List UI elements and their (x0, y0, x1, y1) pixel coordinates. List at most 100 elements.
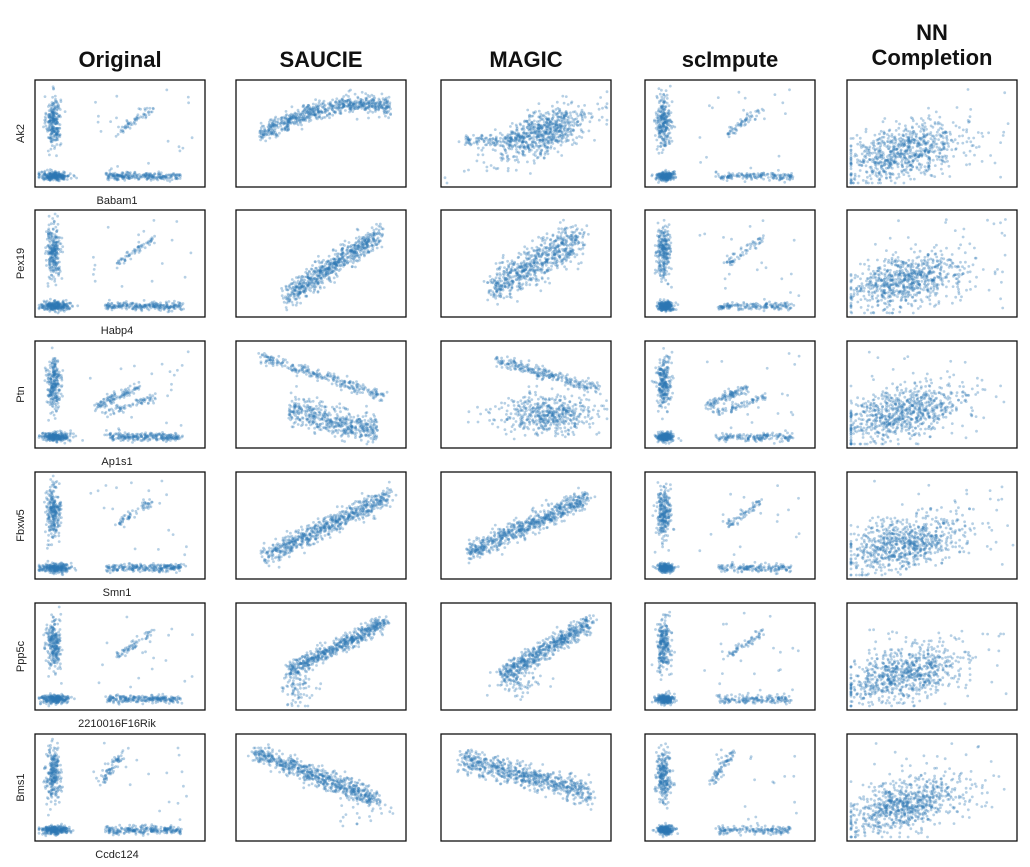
data-point (56, 179, 60, 183)
data-point (295, 120, 298, 124)
data-point (767, 176, 770, 179)
data-point (877, 171, 881, 175)
data-point (542, 120, 546, 124)
data-point (122, 125, 126, 129)
data-point (923, 152, 927, 155)
data-point (51, 129, 55, 133)
data-point (888, 145, 892, 149)
data-point (919, 117, 923, 120)
data-point (49, 119, 53, 122)
data-point (145, 241, 148, 245)
data-point (49, 137, 53, 141)
data-point (512, 155, 516, 158)
data-point (472, 133, 475, 137)
data-point (49, 255, 53, 258)
data-point (913, 131, 916, 135)
data-point (43, 172, 47, 175)
data-point (908, 163, 912, 167)
data-point (893, 181, 897, 185)
data-point (57, 236, 60, 240)
data-point (664, 127, 668, 130)
data-point (316, 117, 319, 121)
data-point (524, 141, 528, 144)
data-point (540, 135, 544, 139)
data-point (895, 147, 899, 151)
data-point (566, 133, 570, 137)
data-point (56, 138, 60, 142)
data-point (308, 113, 311, 117)
data-point (481, 153, 485, 157)
data-point (605, 102, 609, 106)
data-point (894, 129, 898, 132)
data-point (50, 118, 53, 121)
data-point (739, 121, 743, 125)
data-point (935, 154, 938, 158)
panel-r0-c0 (34, 79, 206, 188)
data-point (711, 106, 714, 110)
data-point (867, 181, 870, 185)
data-point (48, 309, 52, 313)
data-point (905, 135, 909, 139)
data-point (372, 99, 376, 103)
data-point (660, 151, 664, 155)
data-point (918, 136, 921, 140)
data-point (60, 277, 64, 280)
data-point (375, 227, 378, 231)
data-point (902, 140, 906, 144)
data-point (48, 119, 52, 123)
data-point (662, 115, 666, 119)
data-point (103, 304, 107, 308)
data-point (748, 118, 752, 122)
data-point (68, 301, 72, 305)
data-point (111, 172, 115, 176)
data-point (864, 156, 868, 160)
data-point (120, 304, 124, 308)
data-point (385, 111, 389, 115)
data-point (670, 100, 674, 104)
data-point (359, 98, 363, 101)
data-point (51, 108, 55, 112)
data-point (665, 122, 668, 125)
data-point (929, 124, 933, 128)
data-point (57, 126, 61, 130)
data-point (137, 240, 141, 244)
data-point (555, 119, 559, 123)
data-point (147, 113, 151, 116)
data-point (666, 114, 670, 118)
data-point (178, 173, 182, 177)
data-point (929, 143, 933, 147)
data-point (849, 148, 853, 152)
data-point (781, 101, 785, 105)
data-point (54, 122, 57, 126)
data-point (52, 107, 56, 111)
data-point (54, 135, 58, 139)
data-point (868, 154, 871, 157)
data-point (664, 118, 667, 121)
data-point (970, 144, 974, 148)
data-point (662, 101, 666, 105)
data-point (893, 135, 897, 139)
data-point (59, 115, 62, 119)
data-point (593, 138, 596, 142)
data-point (541, 138, 545, 142)
data-point (944, 157, 948, 160)
data-point (54, 100, 58, 104)
data-point (937, 128, 940, 132)
data-point (927, 116, 930, 120)
data-point (922, 139, 926, 143)
data-point (945, 134, 949, 138)
data-point (945, 131, 948, 135)
data-point (871, 160, 874, 164)
data-point (46, 136, 50, 139)
data-point (849, 158, 853, 162)
data-point (50, 140, 54, 143)
data-point (930, 146, 934, 150)
data-point (748, 172, 752, 176)
data-point (47, 126, 51, 129)
data-point (51, 119, 55, 123)
data-point (53, 233, 57, 237)
data-point (72, 174, 76, 177)
data-point (947, 164, 951, 168)
data-point (773, 93, 777, 96)
data-point (888, 175, 892, 179)
